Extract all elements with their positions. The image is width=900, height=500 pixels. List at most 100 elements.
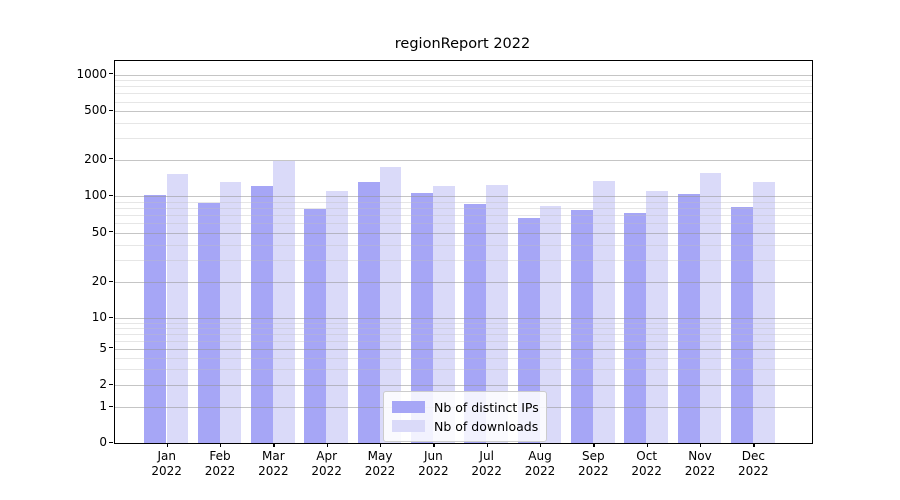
y-tick-mark [109,383,113,385]
y-tick-label-0: 0 [99,435,107,449]
x-tick-mark [433,443,435,447]
gridline-y-700 [115,93,812,95]
y-tick-mark [109,73,113,75]
gridline-y-200 [115,159,812,161]
x-tick-label-aug: Aug 2022 [524,449,556,478]
gridline-y-30 [115,260,812,262]
x-tick-label-nov: Nov 2022 [684,449,716,478]
bar-downloads-jun [433,185,455,443]
legend: Nb of distinct IPs Nb of downloads [383,391,547,442]
bar-downloads-aug [539,206,562,443]
y-tick-mark [109,231,113,233]
x-tick-mark [273,443,275,447]
y-tick-label-5: 5 [99,340,107,355]
y-tick-label-10: 10 [91,310,107,325]
y-tick-mark [109,158,113,160]
x-tick-label-jan: Jan 2022 [151,449,182,478]
legend-item-distinct-ips: Nb of distinct IPs [384,400,546,415]
bar-downloads-jul [486,185,509,443]
y-tick-mark [109,280,113,282]
bar-downloads-mar [273,160,295,443]
y-tick-mark [109,109,113,111]
gridline-y-2 [115,385,812,387]
bar-downloads-jan [166,174,189,443]
chart-title: regionReport 2022 [394,36,531,52]
gridline-y-100 [115,196,812,198]
gridline-y-900 [115,80,812,82]
bar-distinct-ips-feb [197,202,220,443]
gridline-y-20 [115,282,812,284]
gridline-y-1000 [115,74,812,76]
y-tick-mark [109,316,113,318]
bar-distinct-ips-may [357,181,380,443]
y-tick-label-100: 100 [84,188,107,203]
x-tick-label-jul: Jul 2022 [471,449,502,478]
y-tick-mark [109,441,113,443]
gridline-y-60 [115,223,812,225]
y-tick-label-20: 20 [91,274,107,289]
x-tick-mark [326,443,328,447]
x-tick-mark [646,443,648,447]
y-tick-mark [109,405,113,407]
x-tick-label-dec: Dec 2022 [738,449,769,478]
gridline-y-5 [115,348,812,350]
legend-swatch-distinct-ips [392,401,425,413]
y-tick-label-500: 500 [84,103,107,118]
x-tick-mark [540,443,542,447]
x-tick-mark [753,443,755,447]
gridline-y-90 [115,201,812,203]
gridline-y-3 [115,369,812,371]
x-tick-mark [380,443,382,447]
x-tick-mark [700,443,702,447]
x-tick-mark [593,443,595,447]
x-tick-label-jun: Jun 2022 [418,449,449,478]
gridline-y-70 [115,215,812,217]
gridline-y-8 [115,328,812,330]
x-tick-mark [486,443,488,447]
x-tick-label-feb: Feb 2022 [204,449,236,478]
gridline-y-9 [115,322,812,324]
y-tick-mark [109,347,113,349]
x-tick-mark [166,443,168,447]
legend-label-downloads: Nb of downloads [434,418,539,434]
bar-distinct-ips-jul [464,203,487,443]
gridline-y-300 [115,138,812,140]
gridline-y-6 [115,340,812,342]
gridline-y-400 [115,123,812,124]
gridline-y-4 [115,357,812,359]
bar-downloads-nov [699,172,722,443]
gridline-y-80 [115,208,812,210]
gridline-y-50 [115,232,812,234]
legend-label-distinct-ips: Nb of distinct IPs [434,399,539,415]
bar-downloads-feb [219,181,242,443]
legend-swatch-downloads [392,420,425,432]
bar-downloads-may [379,167,402,443]
bar-downloads-oct [646,191,669,443]
y-tick-label-2: 2 [99,377,107,392]
x-tick-label-apr: Apr 2022 [311,449,342,478]
bar-downloads-dec [753,181,775,443]
x-tick-mark [220,443,222,447]
bar-distinct-ips-jun [410,192,434,443]
gridline-y-7 [115,333,812,335]
y-tick-mark [109,194,113,197]
x-tick-label-oct: Oct 2022 [631,449,662,478]
bar-downloads-apr [326,191,349,443]
y-tick-label-1000: 1000 [76,66,107,81]
y-tick-label-50: 50 [91,224,107,239]
y-tick-label-1: 1 [99,399,107,413]
legend-item-downloads: Nb of downloads [384,419,546,434]
x-tick-label-may: May 2022 [364,449,396,478]
x-tick-label-mar: Mar 2022 [258,449,289,478]
bar-distinct-ips-sep [570,210,594,443]
bar-distinct-ips-apr [304,208,327,443]
gridline-y-10 [115,318,812,320]
x-tick-label-sep: Sep 2022 [578,449,609,478]
bar-distinct-ips-mar [250,185,274,443]
plot-area [114,60,813,444]
gridline-y-500 [115,111,812,113]
bar-distinct-ips-dec [730,206,754,443]
gridline-y-800 [115,86,812,88]
y-tick-label-200: 200 [84,151,107,166]
